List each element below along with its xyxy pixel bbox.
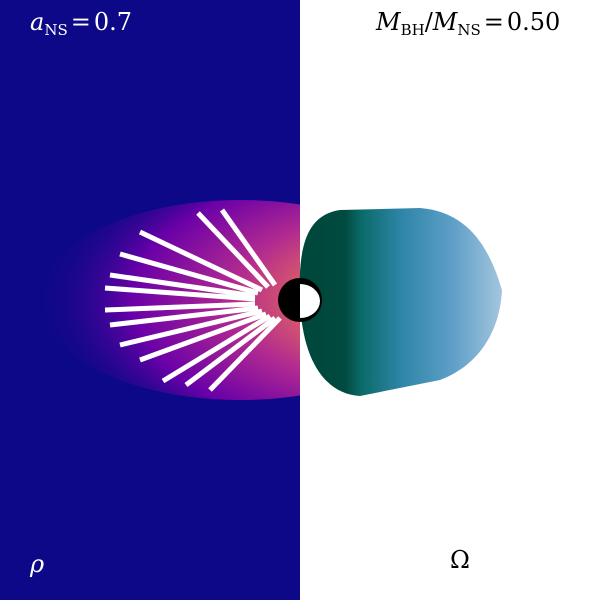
label-part: 0.50 <box>507 8 560 36</box>
omega-region <box>299 208 502 396</box>
label-part: / <box>425 8 434 36</box>
velocity-streamlines <box>104 208 282 392</box>
black-hole-rim <box>300 284 320 318</box>
label-part: NS <box>457 21 480 39</box>
density-symbol: ρ <box>29 550 44 578</box>
label-part: = <box>484 8 504 36</box>
label-part: BH <box>401 21 425 39</box>
omega-symbol: Ω <box>450 546 470 574</box>
label-part: M <box>432 8 459 36</box>
label-part: = <box>71 8 91 36</box>
label-part: NS <box>44 21 67 39</box>
label-part: 0.7 <box>94 8 132 36</box>
mass-ratio-label: MBH/MNS = 0.50 <box>375 8 560 39</box>
label-part: M <box>375 8 402 36</box>
spin-label: aNS = 0.7 <box>30 8 132 39</box>
label-part: a <box>30 8 44 36</box>
